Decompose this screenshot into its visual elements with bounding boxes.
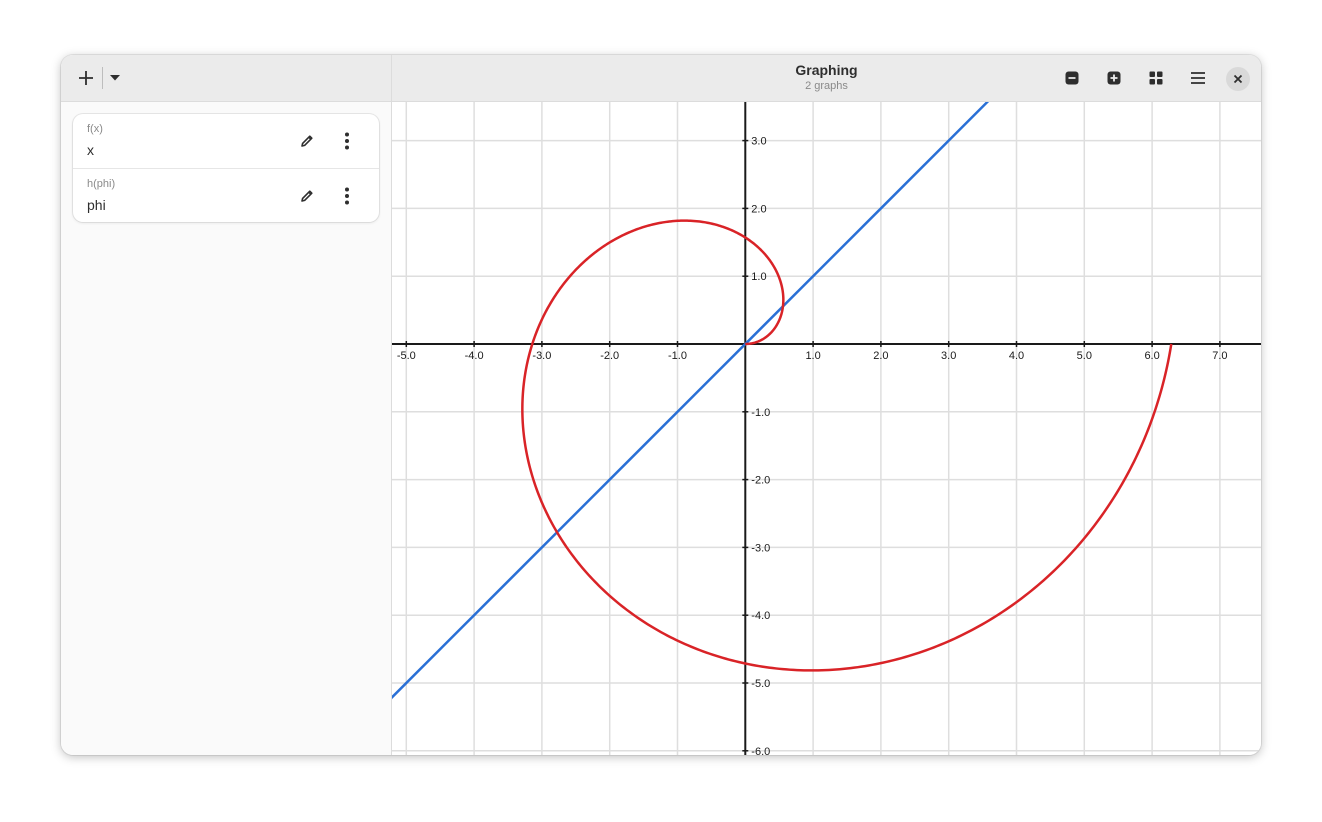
axes-layer: -5.0 -4.0 -3.0 -2.0 -1.0 1.0 2.0 3.0 4.0 5.0 6.0 7.…	[392, 102, 1261, 755]
series-line-hphi	[521, 219, 1173, 672]
view-grid-icon	[1149, 71, 1163, 85]
function-expression: phi	[87, 197, 106, 213]
zoom-out-icon	[1065, 71, 1079, 85]
y-tick-label: 2.0	[751, 203, 766, 215]
add-function-button[interactable]	[72, 64, 100, 92]
y-tick-label: 1.0	[751, 271, 766, 283]
function-list: f(x) x h(phi) phi	[73, 114, 379, 222]
more-vertical-icon	[345, 187, 349, 205]
zoom-in-button[interactable]	[1100, 64, 1128, 92]
curves-layer	[392, 102, 1173, 700]
sidebar: f(x) x h(phi) phi	[61, 55, 392, 755]
pencil-icon	[301, 190, 313, 202]
x-tick-label: -5.0	[397, 350, 416, 362]
x-tick-label: -2.0	[600, 350, 619, 362]
zoom-out-button[interactable]	[1058, 64, 1086, 92]
sidebar-header	[61, 55, 391, 102]
x-tick-label: 2.0	[873, 350, 888, 362]
function-name: f(x)	[87, 123, 103, 135]
menu-icon	[1191, 72, 1205, 84]
y-tick-label: -2.0	[751, 475, 770, 487]
function-expression: x	[87, 142, 94, 158]
plus-icon	[79, 71, 93, 85]
split-button-separator	[102, 67, 103, 89]
y-tick-label: -4.0	[751, 610, 770, 622]
x-tick-label: 4.0	[1009, 350, 1024, 362]
x-tick-label: 6.0	[1144, 350, 1159, 362]
series-line-fx	[392, 102, 990, 700]
plot-area[interactable]: -5.0 -4.0 -3.0 -2.0 -1.0 1.0 2.0 3.0 4.0 5.0 6.0 7.…	[392, 102, 1261, 755]
add-options-dropdown[interactable]	[104, 64, 126, 92]
header-bar: Graphing 2 graphs	[392, 55, 1261, 102]
close-icon	[1233, 74, 1243, 84]
list-item[interactable]: h(phi) phi	[73, 168, 379, 223]
more-vertical-icon	[345, 132, 349, 150]
x-tick-label: -1.0	[668, 350, 687, 362]
view-grid-button[interactable]	[1142, 64, 1170, 92]
x-tick-label: -3.0	[532, 350, 551, 362]
list-item[interactable]: f(x) x	[73, 114, 379, 168]
x-tick-label: 7.0	[1212, 350, 1227, 362]
app-window: f(x) x h(phi) phi	[61, 55, 1261, 755]
window-subtitle: 2 graphs	[805, 80, 848, 92]
x-tick-label: 3.0	[941, 350, 956, 362]
edit-function-button[interactable]	[293, 127, 321, 155]
pencil-icon	[301, 135, 313, 147]
function-menu-button[interactable]	[333, 127, 361, 155]
y-tick-label: -6.0	[751, 746, 770, 755]
function-menu-button[interactable]	[333, 182, 361, 210]
y-tick-label: -5.0	[751, 678, 770, 690]
window-title: Graphing	[795, 62, 858, 78]
x-tick-label: 1.0	[805, 350, 820, 362]
function-name: h(phi)	[87, 178, 116, 190]
chevron-down-icon	[110, 75, 120, 81]
y-tick-label: -1.0	[751, 407, 770, 419]
grid-layer	[392, 102, 1261, 755]
y-tick-label: 3.0	[751, 136, 766, 148]
close-button[interactable]	[1226, 67, 1250, 91]
y-tick-label: -3.0	[751, 542, 770, 554]
graph-canvas[interactable]: -5.0 -4.0 -3.0 -2.0 -1.0 1.0 2.0 3.0 4.0 5.0 6.0 7.…	[392, 102, 1261, 755]
edit-function-button[interactable]	[293, 182, 321, 210]
title-block: Graphing 2 graphs	[392, 61, 1261, 93]
main-menu-button[interactable]	[1184, 64, 1212, 92]
zoom-in-icon	[1107, 71, 1121, 85]
x-tick-label: 5.0	[1077, 350, 1092, 362]
x-tick-label: -4.0	[465, 350, 484, 362]
